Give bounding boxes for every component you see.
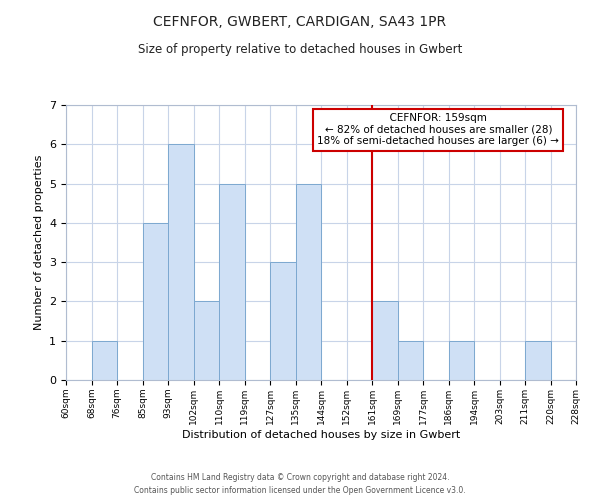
X-axis label: Distribution of detached houses by size in Gwbert: Distribution of detached houses by size … xyxy=(182,430,460,440)
Text: Size of property relative to detached houses in Gwbert: Size of property relative to detached ho… xyxy=(138,42,462,56)
Bar xyxy=(525,340,551,380)
Bar xyxy=(270,262,296,380)
Bar xyxy=(168,144,193,380)
Bar xyxy=(296,184,321,380)
Text: CEFNFOR: 159sqm  
← 82% of detached houses are smaller (28)
18% of semi-detached: CEFNFOR: 159sqm ← 82% of detached houses… xyxy=(317,114,559,146)
Bar xyxy=(372,302,398,380)
Bar xyxy=(143,223,168,380)
Text: Contains HM Land Registry data © Crown copyright and database right 2024.: Contains HM Land Registry data © Crown c… xyxy=(151,472,449,482)
Bar xyxy=(193,302,219,380)
Bar xyxy=(219,184,245,380)
Text: Contains public sector information licensed under the Open Government Licence v3: Contains public sector information licen… xyxy=(134,486,466,495)
Bar xyxy=(449,340,474,380)
Bar xyxy=(91,340,117,380)
Text: CEFNFOR, GWBERT, CARDIGAN, SA43 1PR: CEFNFOR, GWBERT, CARDIGAN, SA43 1PR xyxy=(154,15,446,29)
Bar xyxy=(398,340,423,380)
Y-axis label: Number of detached properties: Number of detached properties xyxy=(34,155,44,330)
